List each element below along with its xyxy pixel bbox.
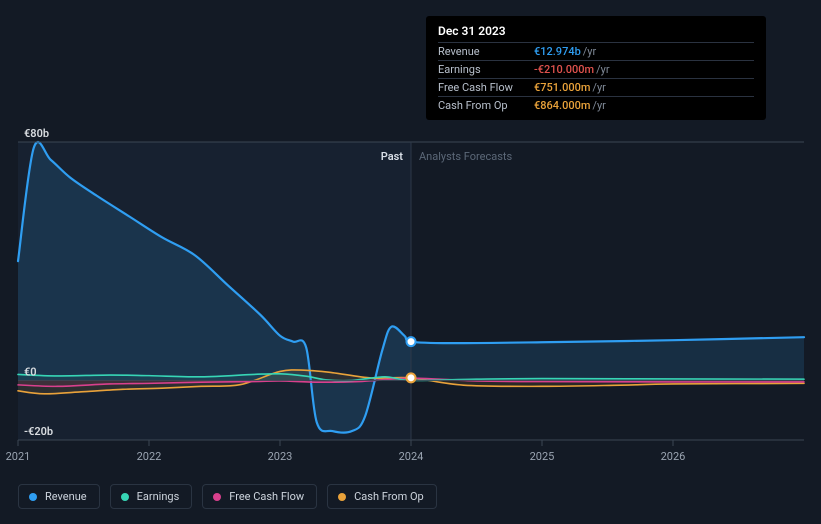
xtick-label: 2026 xyxy=(661,450,686,463)
past-label: Past xyxy=(381,150,404,163)
legend-swatch xyxy=(29,493,37,501)
legend-item-cfo[interactable]: Cash From Op xyxy=(327,484,437,509)
tooltip-row: Earnings-€210.000m/yr xyxy=(438,60,754,78)
legend-label: Revenue xyxy=(45,490,87,503)
xtick-label: 2022 xyxy=(137,450,162,463)
forecast-label: Analysts Forecasts xyxy=(419,150,513,163)
xtick-label: 2024 xyxy=(399,450,424,463)
tooltip-row-unit: /yr xyxy=(583,45,596,58)
tooltip-row-unit: /yr xyxy=(592,99,605,112)
chart-tooltip: Dec 31 2023 Revenue€12.974b/yrEarnings-€… xyxy=(426,16,766,120)
tooltip-row-label: Earnings xyxy=(438,63,534,76)
tooltip-row: Cash From Op€864.000m/yr xyxy=(438,96,754,114)
tooltip-row-unit: /yr xyxy=(596,63,609,76)
chart-legend: Revenue Earnings Free Cash Flow Cash From O… xyxy=(18,484,437,509)
xtick-label: 2023 xyxy=(268,450,293,463)
tooltip-row-value: €751.000m xyxy=(534,81,590,94)
legend-swatch xyxy=(338,493,346,501)
legend-swatch xyxy=(121,493,129,501)
tooltip-row-value: -€210.000m xyxy=(534,63,594,76)
financials-chart: €80b €0 -€20b 2021 2022 2023 2024 2025 2026 Past A… xyxy=(0,0,821,524)
tooltip-row-unit: /yr xyxy=(592,81,605,94)
legend-label: Earnings xyxy=(137,490,180,503)
tooltip-row-label: Revenue xyxy=(438,45,534,58)
legend-item-revenue[interactable]: Revenue xyxy=(18,484,100,509)
cfo-marker xyxy=(407,373,416,382)
xtick-label: 2021 xyxy=(6,450,31,463)
ymax-label: €80b xyxy=(24,127,49,140)
legend-label: Free Cash Flow xyxy=(229,490,304,503)
tooltip-row: Free Cash Flow€751.000m/yr xyxy=(438,78,754,96)
zero-label: €0 xyxy=(24,365,37,378)
legend-label: Cash From Op xyxy=(354,490,424,503)
tooltip-row-value: €12.974b xyxy=(534,45,581,58)
legend-swatch xyxy=(213,493,221,501)
revenue-marker xyxy=(407,337,416,346)
legend-item-earnings[interactable]: Earnings xyxy=(110,484,193,509)
ymin-label: -€20b xyxy=(24,425,53,438)
tooltip-row: Revenue€12.974b/yr xyxy=(438,42,754,60)
tooltip-row-value: €864.000m xyxy=(534,99,590,112)
xtick-label: 2025 xyxy=(530,450,555,463)
legend-item-fcf[interactable]: Free Cash Flow xyxy=(202,484,317,509)
tooltip-title: Dec 31 2023 xyxy=(438,24,754,38)
tooltip-row-label: Cash From Op xyxy=(438,99,534,112)
tooltip-row-label: Free Cash Flow xyxy=(438,81,534,94)
